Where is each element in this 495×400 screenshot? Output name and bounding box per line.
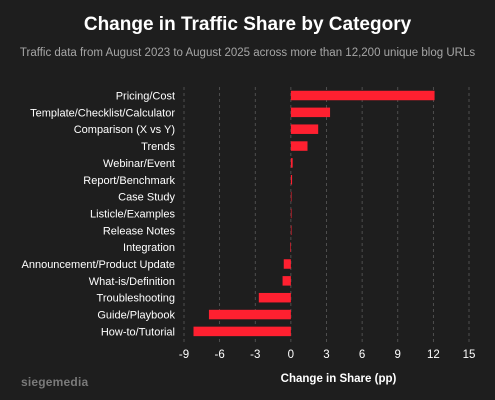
x-tick-label: 9 xyxy=(395,349,401,361)
bar xyxy=(258,292,291,303)
category-label: Guide/Playbook xyxy=(97,310,175,322)
bar xyxy=(290,175,293,185)
category-label: Trends xyxy=(141,141,175,153)
bar xyxy=(290,90,435,101)
category-label: Case Study xyxy=(118,192,175,204)
x-tick-label: -9 xyxy=(179,349,189,361)
category-label: What-is/Definition xyxy=(89,276,175,288)
bar xyxy=(290,191,292,202)
x-tick-label: -3 xyxy=(250,349,260,361)
bar xyxy=(290,158,293,168)
bar xyxy=(290,208,292,219)
x-tick-label: 15 xyxy=(463,349,476,361)
category-label: Comparison (X vs Y) xyxy=(74,124,175,136)
brand-logo: siegemedia xyxy=(21,375,89,389)
bar xyxy=(290,124,319,134)
chart-title: Change in Traffic Share by Category xyxy=(83,14,412,35)
x-tick-label: 0 xyxy=(288,349,294,361)
category-label: Announcement/Product Update xyxy=(22,259,176,271)
category-label: Release Notes xyxy=(103,225,176,237)
category-label: Integration xyxy=(123,242,175,254)
category-label: Template/Checklist/Calculator xyxy=(30,107,175,119)
bar xyxy=(283,259,291,269)
bar xyxy=(208,309,291,320)
x-tick-label: 3 xyxy=(323,349,329,361)
category-label: Troubleshooting xyxy=(97,293,175,305)
bar xyxy=(290,225,292,236)
x-tick-label: 6 xyxy=(359,349,365,361)
x-tick-label: -6 xyxy=(215,349,225,361)
category-label: Report/Benchmark xyxy=(83,175,175,187)
category-label: Webinar/Event xyxy=(103,158,175,170)
bar xyxy=(290,242,291,252)
bar xyxy=(282,276,291,286)
x-axis-label: Change in Share (pp) xyxy=(281,373,397,385)
category-label: Listicle/Examples xyxy=(90,208,175,220)
category-label: Pricing/Cost xyxy=(116,91,175,103)
bar xyxy=(290,141,308,151)
x-tick-label: 12 xyxy=(427,349,440,361)
bar xyxy=(290,107,331,118)
category-label: How-to/Tutorial xyxy=(101,326,175,338)
chart-subtitle: Traffic data from August 2023 to August … xyxy=(19,47,476,59)
bar xyxy=(193,326,291,337)
